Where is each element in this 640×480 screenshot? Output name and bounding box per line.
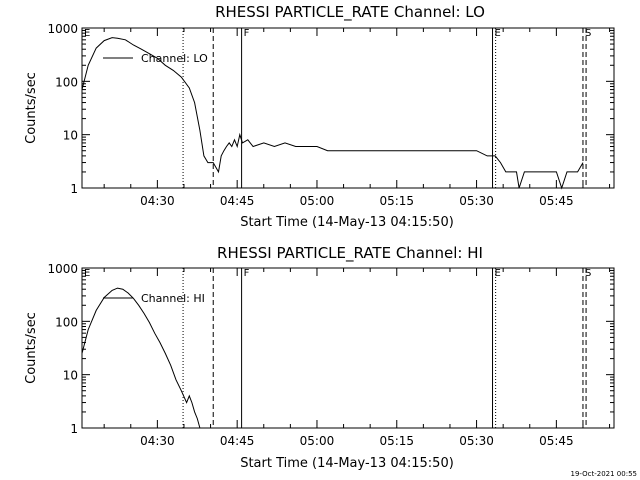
panel-hi-ticks: 1 10 100 1000 04:30 04:45 05:00 05:15 05:30 05:45 xyxy=(47,262,614,448)
x-tick-label: 05:15 xyxy=(379,434,414,448)
x-tick-label: 04:45 xyxy=(220,434,255,448)
panel-lo-ylabel: Counts/sec xyxy=(24,72,39,144)
legend-lo: Channel: LO xyxy=(103,52,208,65)
x-tick-label: 05:45 xyxy=(539,434,574,448)
x-tick-label: 05:45 xyxy=(539,194,574,208)
panel-hi-plot-frame xyxy=(81,267,615,429)
y-tick-label: 1 xyxy=(70,422,78,436)
x-tick-label: 04:30 xyxy=(140,194,175,208)
y-tick-label: 1000 xyxy=(47,262,78,276)
x-tick-label: 05:30 xyxy=(459,194,494,208)
panel-lo-title: RHESSI PARTICLE_RATE Channel: LO xyxy=(215,3,485,22)
x-tick-label: 05:15 xyxy=(379,194,414,208)
panel-hi-ylabel: Counts/sec xyxy=(24,312,39,384)
x-tick-label: 04:45 xyxy=(220,194,255,208)
legend-hi-label: Channel: HI xyxy=(141,292,205,305)
event-marker-label: S xyxy=(585,28,591,39)
x-tick-label: 05:30 xyxy=(459,434,494,448)
y-tick-label: 10 xyxy=(63,369,78,383)
event-marker-label: F xyxy=(244,28,250,39)
y-tick-label: 10 xyxy=(63,129,78,143)
event-marker-label: E xyxy=(495,268,501,279)
legend-lo-label: Channel: LO xyxy=(141,52,208,65)
event-marker-label: E xyxy=(84,268,90,279)
panel-hi-title: RHESSI PARTICLE_RATE Channel: HI xyxy=(217,244,483,263)
y-tick-label: 1 xyxy=(70,182,78,196)
panel-lo-plot-frame xyxy=(81,27,615,189)
series-line-hi xyxy=(81,287,201,429)
y-tick-label: 1000 xyxy=(47,22,78,36)
y-tick-label: 100 xyxy=(55,75,78,89)
x-tick-label: 05:00 xyxy=(300,194,335,208)
panel-lo-xlabel: Start Time (14-May-13 04:15:50) xyxy=(240,215,454,230)
series-line-lo xyxy=(81,37,584,190)
legend-hi: Channel: HI xyxy=(103,292,205,305)
panel-hi-channel: RHESSI PARTICLE_RATE Channel: HI Counts/… xyxy=(24,244,615,471)
x-tick-label: 05:00 xyxy=(300,434,335,448)
event-marker-label: S xyxy=(585,268,591,279)
panel-hi-xlabel: Start Time (14-May-13 04:15:50) xyxy=(240,456,454,471)
panel-lo-channel: RHESSI PARTICLE_RATE Channel: LO Counts/… xyxy=(24,3,615,230)
event-marker-label: E xyxy=(495,28,501,39)
footer-timestamp: 19-Oct-2021 00:55 xyxy=(571,470,637,478)
x-tick-label: 04:30 xyxy=(140,434,175,448)
y-tick-label: 100 xyxy=(55,315,78,329)
event-marker-label: E xyxy=(84,28,90,39)
panel-lo-ticks: 1 10 100 1000 04:30 04:45 05:00 05:15 05:30 05:45 xyxy=(47,22,614,208)
event-marker-label: F xyxy=(244,268,250,279)
